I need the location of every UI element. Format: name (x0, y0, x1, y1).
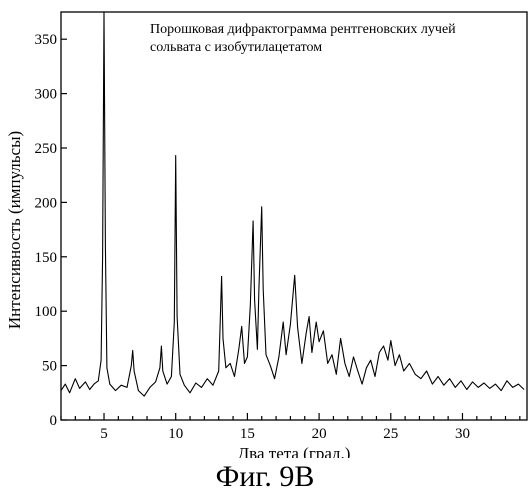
y-tick-label: 0 (50, 413, 58, 429)
y-tick-label: 350 (35, 32, 58, 48)
y-tick-label: 50 (42, 359, 57, 375)
y-axis: 0 50 100 150 200 250 300 350 (35, 32, 68, 429)
y-tick-label: 300 (35, 87, 58, 103)
annotation-line-1: Порошковая дифрактограмма рентгеновских … (150, 22, 456, 37)
x-tick-label: 5 (100, 426, 108, 442)
annotation-line-2: сольвата с изобутилацетатом (150, 40, 322, 55)
x-tick-label: 10 (168, 426, 183, 442)
x-axis-title: Два тета (град.) (238, 444, 351, 458)
x-tick-label: 20 (312, 426, 327, 442)
plot-frame (61, 12, 527, 420)
y-tick-label: 100 (35, 304, 58, 320)
x-tick-label: 30 (455, 426, 470, 442)
x-tick-label: 15 (240, 426, 255, 442)
series-group (61, 12, 524, 396)
x-tick-label: 25 (383, 426, 398, 442)
y-tick-label: 200 (35, 195, 58, 211)
y-tick-label: 250 (35, 141, 58, 157)
y-axis-title: Интенсивность (импульсы) (5, 131, 24, 329)
figure-caption: Фиг. 9В (0, 458, 530, 496)
xrd-chart: 0 50 100 150 200 250 300 350 5 10 15 20 25 30 Порошк… (0, 0, 530, 458)
series-line (61, 12, 524, 396)
y-tick-label: 150 (35, 250, 58, 266)
plot-border (61, 12, 527, 420)
x-axis: 5 10 15 20 25 30 (61, 413, 520, 442)
